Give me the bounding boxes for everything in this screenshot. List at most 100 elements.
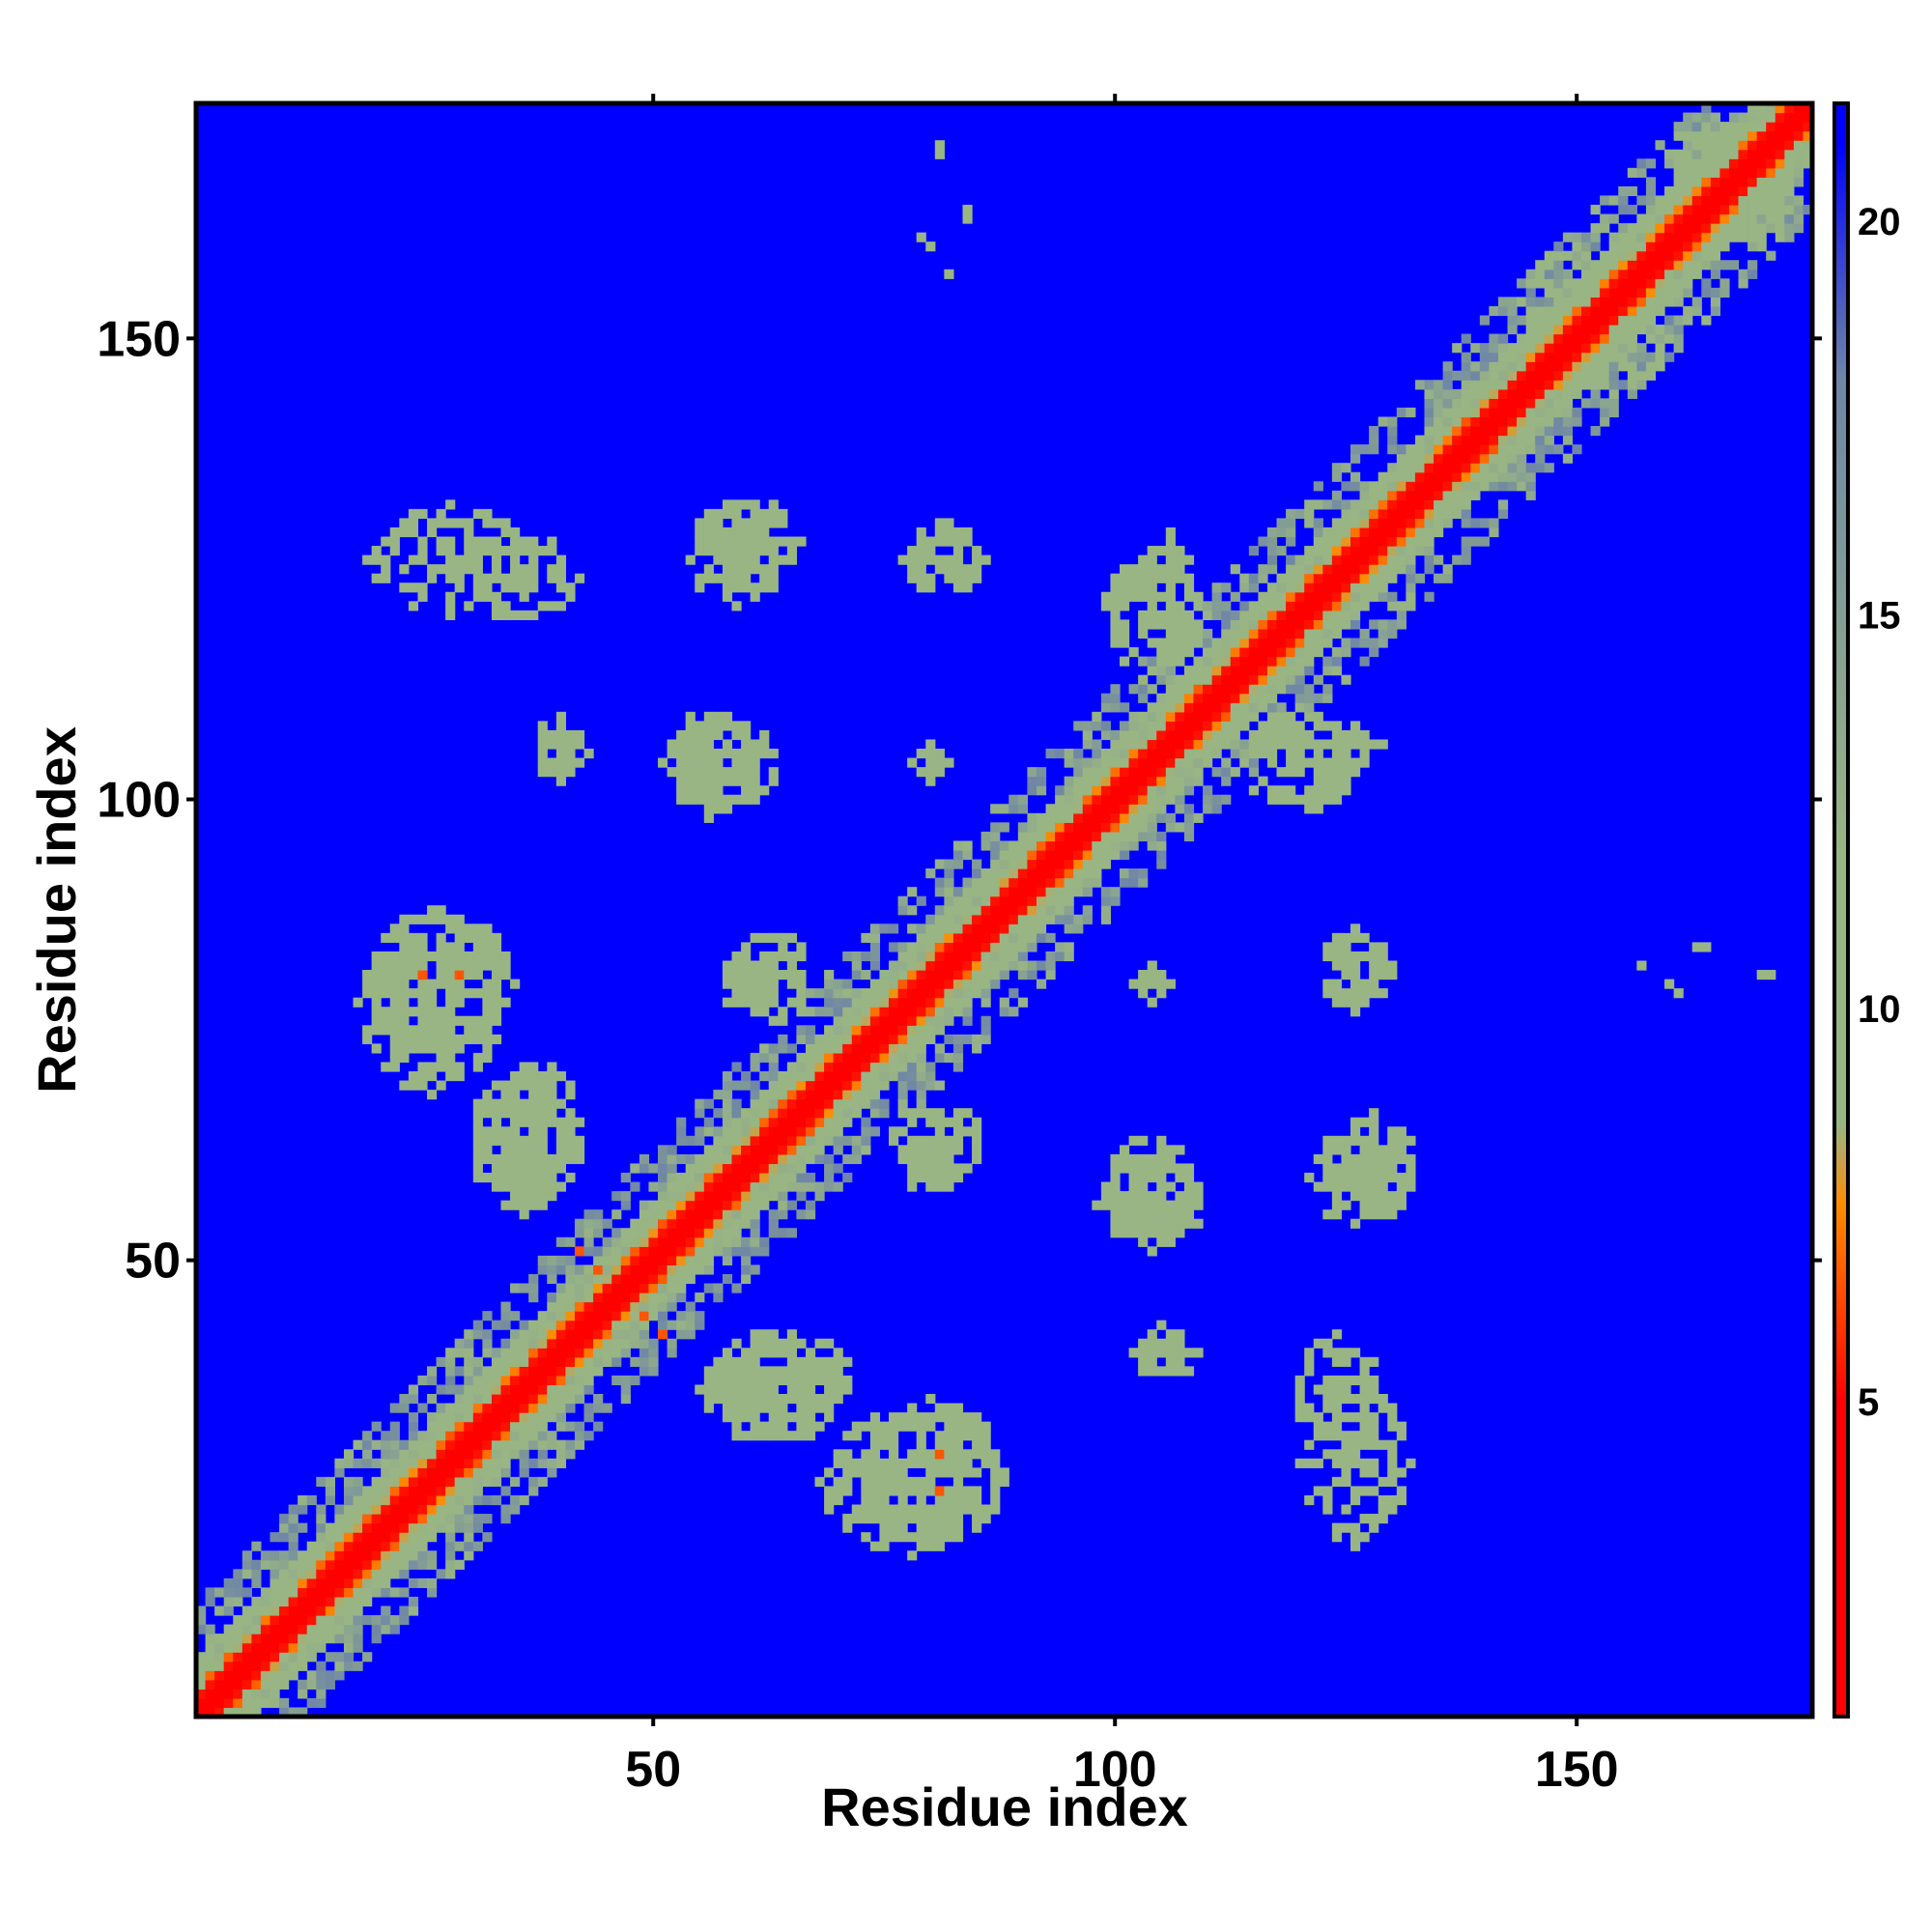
- heatmap-cell: [1110, 591, 1121, 602]
- heatmap-cell: [408, 1550, 419, 1561]
- heatmap-cell: [574, 1338, 585, 1349]
- heatmap-cell: [1266, 582, 1278, 593]
- heatmap-cell: [205, 1624, 215, 1634]
- heatmap-cell: [805, 1043, 816, 1054]
- heatmap-cell: [842, 1153, 853, 1165]
- heatmap-cell: [1082, 721, 1093, 731]
- heatmap-cell: [1341, 1476, 1351, 1488]
- heatmap-cell: [1387, 970, 1398, 980]
- heatmap-cell: [1331, 1200, 1343, 1210]
- heatmap-cell: [510, 610, 521, 620]
- heatmap-cell: [1369, 444, 1379, 455]
- heatmap-cell: [879, 923, 890, 934]
- heatmap-cell: [288, 1661, 298, 1671]
- heatmap-cell: [1165, 1218, 1176, 1229]
- heatmap-cell: [814, 1366, 825, 1377]
- heatmap-cell: [472, 1384, 483, 1395]
- heatmap-cell: [555, 1329, 566, 1340]
- heatmap-cell: [1600, 416, 1610, 427]
- heatmap-cell: [1710, 167, 1720, 178]
- heatmap-cell: [805, 1052, 816, 1064]
- heatmap-cell: [1627, 352, 1637, 362]
- heatmap-cell: [889, 1043, 899, 1054]
- heatmap-cell: [555, 757, 566, 768]
- heatmap-cell: [814, 1135, 825, 1146]
- heatmap-cell: [842, 1449, 853, 1460]
- heatmap-cell: [768, 1394, 779, 1405]
- heatmap-cell: [408, 601, 419, 611]
- heatmap-cell: [1461, 518, 1471, 528]
- heatmap-cell: [1600, 287, 1610, 298]
- heatmap-cell: [1092, 868, 1102, 879]
- heatmap-cell: [1683, 149, 1693, 159]
- heatmap-cell: [472, 536, 483, 547]
- heatmap-cell: [1138, 1163, 1149, 1174]
- heatmap-cell: [1424, 554, 1435, 565]
- heatmap-cell: [897, 1090, 908, 1100]
- heatmap-cell: [482, 1514, 493, 1524]
- heatmap-cell: [648, 1273, 659, 1285]
- heatmap-cell: [1387, 601, 1398, 611]
- heatmap-cell: [1183, 1172, 1195, 1183]
- heatmap-cell: [1203, 757, 1213, 768]
- heatmap-cell: [786, 1329, 797, 1340]
- heatmap-cell: [417, 1080, 428, 1091]
- heatmap-cell: [565, 1329, 576, 1340]
- heatmap-cell: [1683, 305, 1693, 317]
- heatmap-cell: [602, 1218, 612, 1229]
- heatmap-cell: [889, 1439, 899, 1450]
- heatmap-cell: [750, 499, 760, 510]
- heatmap-cell: [1683, 260, 1693, 270]
- heatmap-cell: [897, 1412, 908, 1423]
- heatmap-cell: [611, 1348, 622, 1358]
- heatmap-cell: [362, 1541, 373, 1551]
- heatmap-cell: [648, 1209, 659, 1220]
- heatmap-cell: [491, 1394, 502, 1405]
- heatmap-cell: [547, 601, 557, 611]
- heatmap-cell: [1562, 380, 1574, 390]
- heatmap-cell: [1359, 932, 1370, 943]
- heatmap-cell: [1369, 1200, 1379, 1210]
- heatmap-cell: [528, 1293, 539, 1303]
- heatmap-cell: [353, 1458, 363, 1468]
- heatmap-cell: [1636, 260, 1647, 270]
- heatmap-cell: [1544, 287, 1554, 298]
- heatmap-cell: [722, 767, 733, 778]
- heatmap-cell: [667, 1246, 677, 1257]
- heatmap-cell: [861, 1062, 871, 1072]
- heatmap-cell: [482, 1431, 493, 1441]
- heatmap-cell: [1655, 140, 1665, 151]
- heatmap-cell: [1535, 398, 1546, 409]
- heatmap-cell: [1248, 582, 1259, 593]
- heatmap-cell: [944, 536, 954, 547]
- heatmap-cell: [824, 1356, 835, 1367]
- heatmap-cell: [685, 1228, 696, 1238]
- heatmap-cell: [833, 1494, 843, 1506]
- heatmap-cell: [1183, 749, 1195, 759]
- heatmap-cell: [805, 1145, 816, 1155]
- heatmap-cell: [1100, 887, 1112, 897]
- heatmap-cell: [343, 1596, 355, 1607]
- heatmap-cell: [1507, 388, 1518, 399]
- heatmap-cell: [759, 988, 770, 999]
- heatmap-cell: [1396, 471, 1406, 482]
- heatmap-cell: [1092, 849, 1102, 861]
- heatmap-cell: [759, 1329, 770, 1340]
- heatmap-cell: [500, 1126, 511, 1137]
- heatmap-cell: [242, 1605, 252, 1616]
- heatmap-cell: [1691, 167, 1702, 178]
- heatmap-cell: [1100, 767, 1112, 778]
- heatmap-cell: [1414, 481, 1426, 492]
- heatmap-cell: [713, 749, 724, 759]
- heatmap-cell: [1128, 729, 1139, 741]
- heatmap-cell: [1138, 674, 1149, 685]
- heatmap-cell: [759, 1338, 770, 1349]
- heatmap-cell: [1414, 546, 1426, 556]
- heatmap-cell: [1673, 988, 1684, 999]
- heatmap-cell: [547, 1117, 557, 1127]
- heatmap-cell: [611, 1329, 622, 1340]
- heatmap-cell: [500, 1348, 511, 1358]
- heatmap-cell: [620, 1255, 631, 1265]
- heatmap-cell: [750, 1375, 760, 1386]
- heatmap-cell: [1489, 518, 1499, 528]
